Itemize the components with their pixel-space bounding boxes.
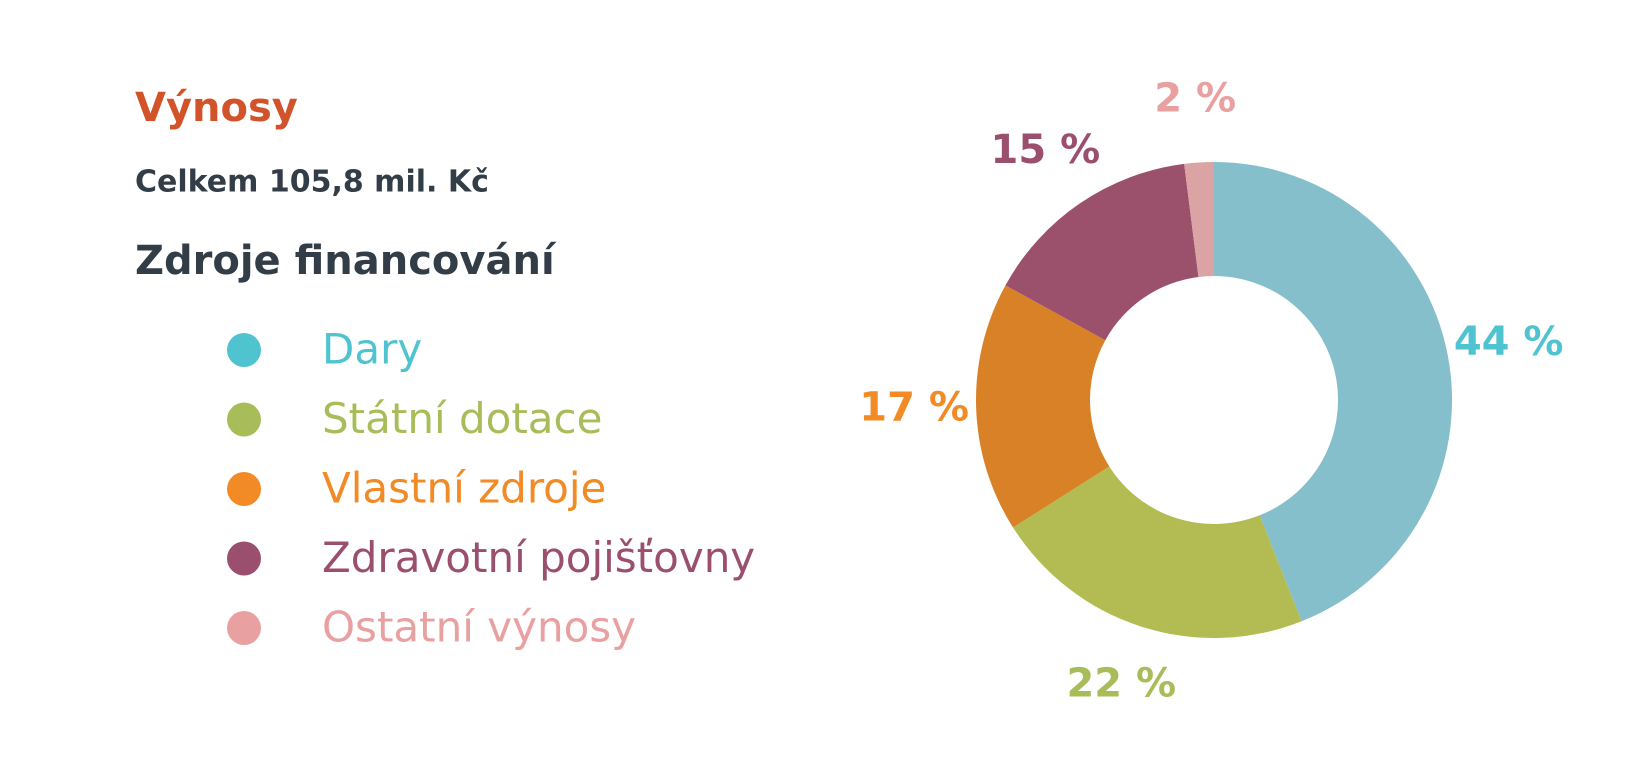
donut-slice [976,285,1110,528]
legend-marker [227,541,261,576]
value-label: 22 % [1066,660,1176,706]
legend-marker [227,402,261,437]
donut-slice [1214,162,1452,622]
legend-title: Zdroje financování [135,238,557,284]
value-label: 17 % [859,384,969,430]
legend-label: Vlastní zdroje [322,464,606,513]
legend-label: Dary [322,325,422,374]
value-label: 15 % [991,127,1101,173]
legend-label: Ostatní výnosy [322,603,636,652]
legend-marker [227,333,261,367]
value-label: 44 % [1454,319,1564,365]
value-label: 2 % [1154,76,1236,122]
legend-label: Státní dotace [322,394,602,443]
chart-title: Výnosy [135,85,298,131]
donut-slice [1013,466,1302,638]
chart-subtitle: Celkem 105,8 mil. Kč [135,165,489,200]
donut-slice [1184,162,1214,277]
donut-slice [1005,163,1199,341]
legend-marker [227,472,261,506]
legend-label: Zdravotní pojišťovny [322,533,755,582]
legend-marker [227,611,261,645]
